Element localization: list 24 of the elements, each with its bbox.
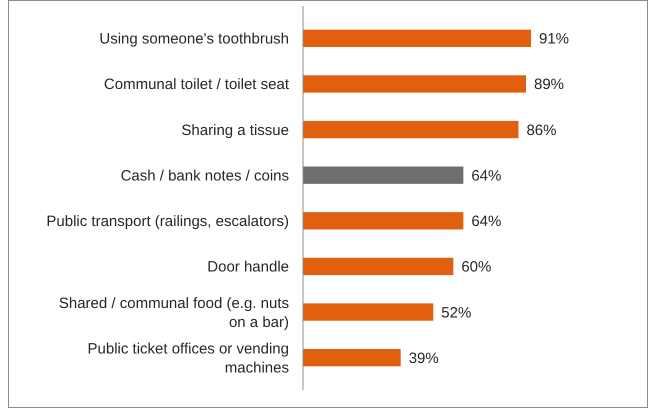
data-label: 52% xyxy=(441,304,472,322)
data-label: 39% xyxy=(408,350,439,367)
bar xyxy=(303,75,526,93)
bar xyxy=(303,348,401,366)
data-label: 89% xyxy=(534,76,564,94)
data-label: 86% xyxy=(526,122,557,139)
data-label: 91% xyxy=(539,30,570,48)
bar xyxy=(303,303,434,321)
y-tick-label: Cash / bank notes / coins xyxy=(120,167,289,184)
y-tick-label: Sharing a tissue xyxy=(181,122,289,139)
data-label: 60% xyxy=(461,258,492,276)
data-label: 64% xyxy=(471,167,502,184)
bar xyxy=(303,30,531,48)
data-label: 64% xyxy=(471,213,502,230)
bar xyxy=(303,258,454,276)
y-tick-label: Public ticket offices or vending machines xyxy=(88,340,289,376)
y-tick-label: Communal toilet / toilet seat xyxy=(104,76,290,94)
bar xyxy=(303,212,464,230)
y-tick-label: Shared / communal food (e.g. nuts on a bar) xyxy=(58,294,289,331)
y-tick-label: Using someone's toothbrush xyxy=(99,30,289,48)
bar xyxy=(303,166,464,184)
y-tick-label: Door handle xyxy=(207,258,289,276)
bar xyxy=(303,120,518,138)
y-tick-label: Public transport (railings, escalators) xyxy=(46,213,290,230)
